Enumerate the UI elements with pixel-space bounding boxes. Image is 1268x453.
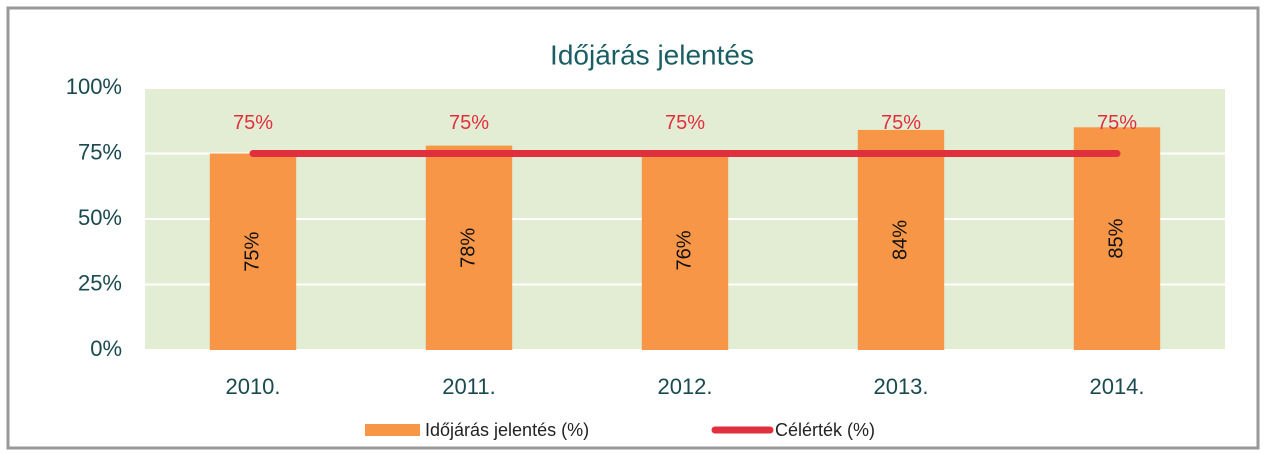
bar-value-label: 78%: [457, 228, 479, 268]
bar-value-label: 84%: [889, 220, 911, 260]
bar: [1073, 127, 1161, 350]
bar: [209, 153, 297, 350]
x-tick-label: 2010.: [225, 374, 280, 399]
y-tick-label: 25%: [78, 270, 122, 295]
y-tick-label: 0%: [90, 336, 122, 361]
y-tick-label: 50%: [78, 205, 122, 230]
x-tick-label: 2013.: [873, 374, 928, 399]
y-tick-label: 100%: [66, 74, 122, 99]
x-tick-label: 2014.: [1089, 374, 1144, 399]
chart-title: Időjárás jelentés: [550, 39, 754, 70]
bar: [425, 145, 513, 350]
bar-value-label: 85%: [1105, 218, 1127, 258]
bar: [641, 150, 729, 350]
line-value-label: 75%: [449, 112, 489, 134]
bar: [857, 129, 945, 350]
x-tick-label: 2012.: [657, 374, 712, 399]
y-tick-label: 75%: [78, 139, 122, 164]
x-tick-label: 2011.: [442, 374, 495, 399]
legend-label: Célérték (%): [775, 420, 875, 440]
legend-swatch: [365, 424, 420, 436]
bar-value-label: 75%: [241, 232, 263, 272]
bar-value-label: 76%: [673, 230, 695, 270]
line-value-label: 75%: [881, 112, 921, 134]
line-value-label: 75%: [665, 112, 705, 134]
legend-label: Időjárás jelentés (%): [425, 420, 589, 440]
line-value-label: 75%: [233, 112, 273, 134]
line-value-label: 75%: [1097, 112, 1137, 134]
